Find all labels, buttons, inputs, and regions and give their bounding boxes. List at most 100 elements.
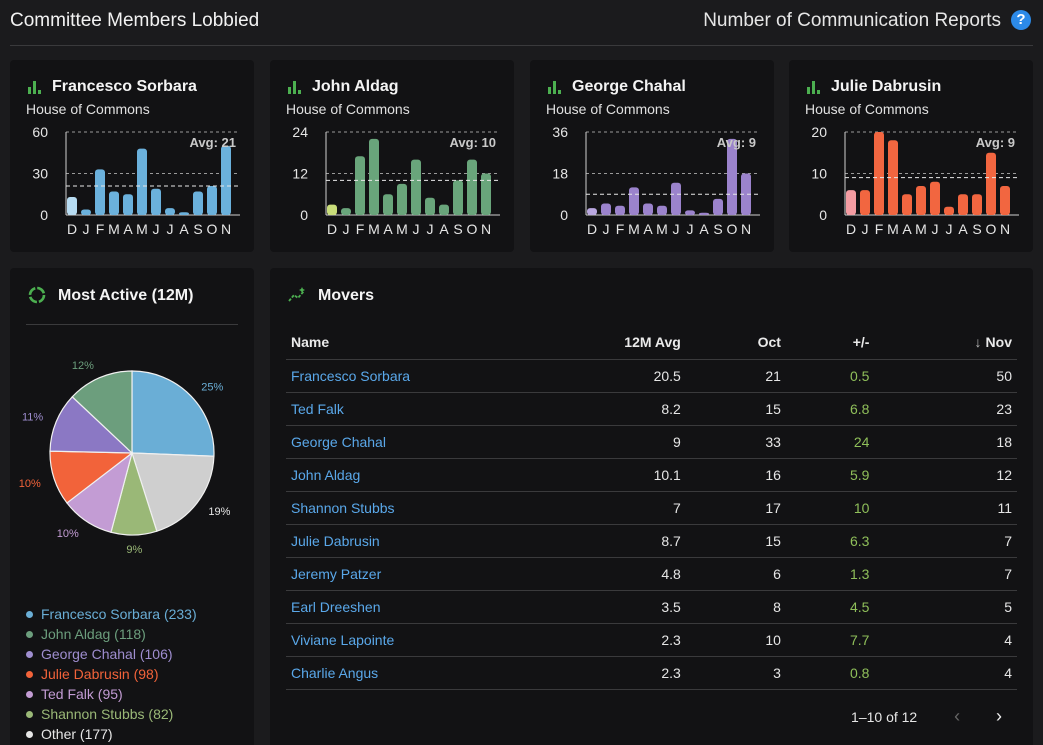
member-name: Julie Dabrusin xyxy=(831,78,942,95)
col-nov[interactable]: ↓ Nov xyxy=(874,325,1017,360)
x-tick-label: M xyxy=(368,221,380,237)
legend-swatch xyxy=(26,631,33,638)
cell-delta: 6.8 xyxy=(785,392,875,426)
bar xyxy=(727,138,737,215)
x-tick-label: A xyxy=(123,221,133,237)
help-icon[interactable]: ? xyxy=(1011,10,1031,30)
x-tick-label: A xyxy=(958,221,968,237)
x-tick-label: J xyxy=(153,221,160,237)
col-name[interactable]: Name xyxy=(286,325,486,360)
y-tick-label: 10 xyxy=(811,166,827,182)
x-tick-label: M xyxy=(656,221,668,237)
col-12m-avg[interactable]: 12M Avg xyxy=(486,325,686,360)
member-name: John Aldag xyxy=(312,78,399,95)
cell-delta: 6.3 xyxy=(785,524,875,558)
x-tick-label: M xyxy=(915,221,927,237)
bar xyxy=(846,190,856,215)
y-tick-label: 30 xyxy=(32,166,48,182)
legend-item[interactable]: Julie Dabrusin (98) xyxy=(26,664,197,684)
avg-label: Avg: 10 xyxy=(450,135,496,150)
bar xyxy=(109,191,119,215)
bar xyxy=(411,159,421,215)
x-tick-label: S xyxy=(193,221,202,237)
cell-oct: 17 xyxy=(685,491,786,525)
cell-name: George Chahal xyxy=(286,425,486,459)
page-subtitle: Number of Communication Reports xyxy=(703,10,1001,31)
member-link[interactable]: George Chahal xyxy=(291,433,386,450)
cell-nov: 12 xyxy=(874,458,1017,492)
bar xyxy=(1000,185,1010,215)
y-tick-label: 0 xyxy=(300,207,308,223)
member-house: House of Commons xyxy=(26,101,150,117)
bar xyxy=(481,173,491,215)
member-link[interactable]: Ted Falk xyxy=(291,400,344,417)
bar-chart-icon xyxy=(807,81,821,94)
cell-delta: 10 xyxy=(785,491,875,525)
legend-swatch xyxy=(26,711,33,718)
x-tick-label: F xyxy=(875,221,884,237)
x-tick-label: M xyxy=(628,221,640,237)
bar xyxy=(221,145,231,215)
bar xyxy=(916,185,926,215)
prev-page-button[interactable]: ‹ xyxy=(954,706,961,726)
x-tick-label: J xyxy=(603,221,610,237)
legend-item[interactable]: Ted Falk (95) xyxy=(26,684,197,704)
legend-item[interactable]: John Aldag (118) xyxy=(26,624,197,644)
member-link[interactable]: Charlie Angus xyxy=(291,664,379,681)
legend-swatch xyxy=(26,611,33,618)
cell-oct: 21 xyxy=(685,359,786,393)
x-tick-label: N xyxy=(481,221,491,237)
legend-item[interactable]: Francesco Sorbara (233) xyxy=(26,604,197,624)
cell-nov: 5 xyxy=(874,590,1017,624)
member-link[interactable]: Shannon Stubbs xyxy=(291,499,395,516)
table-row: Viviane Lapointe 2.3 10 7.7 4 xyxy=(286,623,1017,657)
cell-nov: 7 xyxy=(874,524,1017,558)
y-tick-label: 36 xyxy=(552,124,568,140)
member-link[interactable]: Francesco Sorbara xyxy=(291,367,411,384)
cell-12m-avg: 20.5 xyxy=(486,359,686,393)
x-tick-label: S xyxy=(713,221,722,237)
x-tick-label: J xyxy=(687,221,694,237)
member-link[interactable]: John Aldag xyxy=(291,466,361,483)
member-card-dabrusin: Julie Dabrusin House of Commons 20 10 0 D J F… xyxy=(789,60,1033,252)
cell-nov: 7 xyxy=(874,557,1017,591)
cell-delta: 1.3 xyxy=(785,557,875,591)
bar xyxy=(643,203,653,215)
x-tick-label: M xyxy=(108,221,120,237)
member-link[interactable]: Jeremy Patzer xyxy=(291,565,382,582)
bar xyxy=(355,156,365,215)
bar xyxy=(671,182,681,215)
x-tick-label: O xyxy=(727,221,738,237)
bar xyxy=(601,203,611,215)
col-oct[interactable]: Oct xyxy=(685,325,786,360)
member-link[interactable]: Viviane Lapointe xyxy=(291,631,395,648)
avg-label: Avg: 21 xyxy=(190,135,236,150)
x-tick-label: D xyxy=(587,221,597,237)
y-tick-label: 60 xyxy=(32,124,48,140)
trending-sparkle-icon xyxy=(288,287,305,302)
legend-item[interactable]: Shannon Stubbs (82) xyxy=(26,704,197,724)
bar xyxy=(713,198,723,215)
cell-nov: 18 xyxy=(874,425,1017,459)
x-tick-label: J xyxy=(946,221,953,237)
movers-table: Name 12M Avg Oct +/- ↓ Nov Francesco Sorb… xyxy=(286,325,1017,690)
member-link[interactable]: Julie Dabrusin xyxy=(291,532,380,549)
pie-slice-label: 19% xyxy=(208,506,230,518)
legend-item[interactable]: Other (177) xyxy=(26,724,197,744)
x-tick-label: D xyxy=(67,221,77,237)
x-tick-label: J xyxy=(673,221,680,237)
cell-oct: 10 xyxy=(685,623,786,657)
bar xyxy=(902,194,912,215)
cell-delta: 5.9 xyxy=(785,458,875,492)
x-tick-label: N xyxy=(1000,221,1010,237)
member-link[interactable]: Earl Dreeshen xyxy=(291,598,381,615)
bar xyxy=(860,190,870,215)
member-card-chahal: George Chahal House of Commons 36 18 0 D J F M… xyxy=(530,60,774,252)
legend-item[interactable]: George Chahal (106) xyxy=(26,644,197,664)
next-page-button[interactable]: › xyxy=(996,706,1002,726)
col-delta[interactable]: +/- xyxy=(785,325,875,360)
most-active-card: Most Active (12M) 25% 19% 9% 10% 10% 11% 12% F… xyxy=(10,268,254,745)
bar xyxy=(453,180,463,215)
